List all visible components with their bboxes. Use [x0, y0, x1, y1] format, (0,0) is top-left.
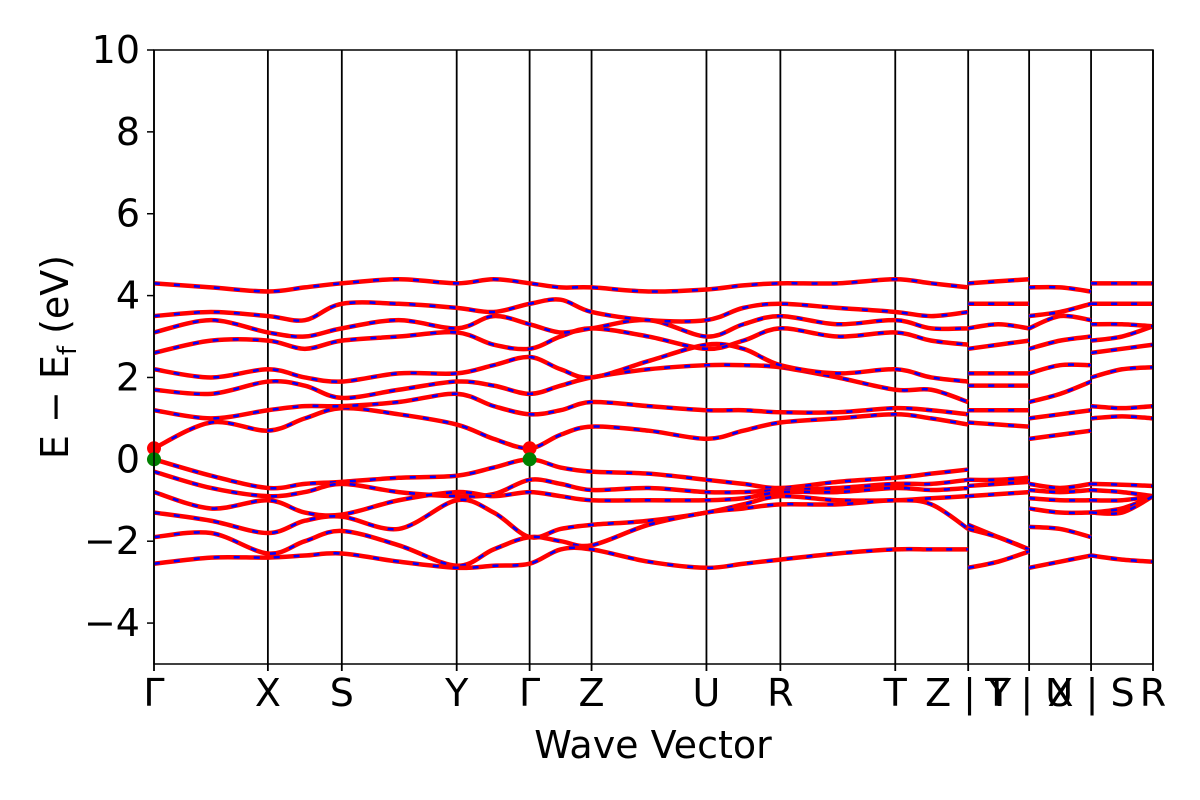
y-label-sub: f — [53, 345, 83, 355]
cbm-marker — [522, 441, 537, 456]
y-tick-label: 0 — [116, 437, 140, 481]
band-line-overlay — [153, 406, 1154, 450]
band-line — [153, 362, 1154, 405]
x-tick-label: X — [255, 671, 281, 715]
band-line — [153, 297, 1153, 324]
y-tick-label: 6 — [116, 192, 140, 236]
x-tick-label: Γ — [519, 671, 540, 715]
vbm-marker — [522, 452, 537, 467]
y-label-unit: (eV) — [33, 255, 77, 334]
y-tick-label: 4 — [116, 274, 140, 318]
y-tick-label: −2 — [84, 519, 140, 563]
x-tick-label: Z — [579, 671, 605, 715]
band-line — [153, 485, 1154, 518]
band-line — [153, 341, 1154, 384]
band-line — [153, 405, 1154, 451]
x-axis-label: Wave Vector — [534, 723, 772, 767]
band-line — [153, 545, 1154, 571]
x-tick-label: Z | Y — [925, 671, 1012, 716]
y-axis-label: E − Ef (eV) — [33, 255, 83, 459]
x-tick-label: T | U — [984, 671, 1073, 716]
band-line — [153, 457, 1154, 491]
x-tick-label: Γ — [143, 671, 164, 715]
x-tick-label: Y — [444, 671, 469, 715]
band-line — [153, 313, 1154, 339]
x-tick-label: T — [883, 671, 908, 715]
x-tick-label: X | S — [1047, 671, 1134, 716]
x-tick-label: R — [767, 671, 793, 715]
band-line — [153, 469, 1154, 499]
y-tick-label: 10 — [92, 28, 140, 72]
band-line — [153, 276, 1153, 294]
band-line — [153, 494, 1155, 569]
y-label-main: E − E — [33, 355, 77, 459]
plot-frame — [153, 49, 1154, 665]
band-line — [153, 324, 1154, 356]
y-tick-label: 2 — [116, 355, 140, 399]
x-tick-label: U — [693, 671, 721, 715]
x-tick-label: S — [330, 671, 354, 715]
x-tick-label: R — [1140, 671, 1166, 715]
y-tick-label: −4 — [84, 601, 140, 645]
y-tick-label: 8 — [116, 110, 140, 154]
band-line — [153, 391, 1154, 421]
